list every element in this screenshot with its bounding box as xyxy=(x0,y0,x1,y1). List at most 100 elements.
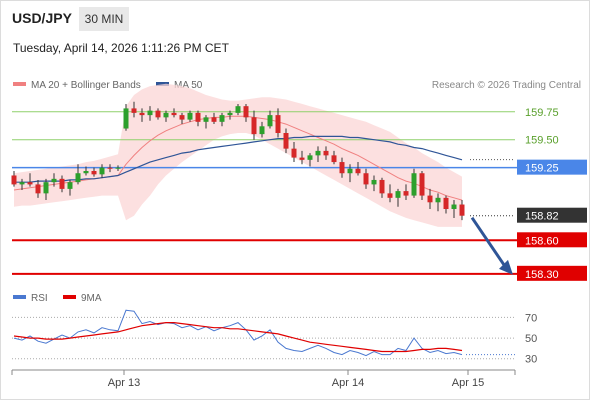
candle-body xyxy=(51,178,57,183)
legend-rsi-label: RSI xyxy=(31,293,48,304)
candle-body xyxy=(275,115,281,133)
candle-body xyxy=(283,133,289,149)
candle-body xyxy=(147,110,153,116)
rsi-tick-label: 30 xyxy=(525,354,537,366)
legend-ma20-label: MA 20 + Bollinger Bands xyxy=(31,80,141,91)
candle-body xyxy=(171,112,177,116)
candle-body xyxy=(395,191,401,198)
candle-body xyxy=(355,168,361,174)
x-tick-label: Apr 13 xyxy=(108,377,140,389)
x-tick-label: Apr 15 xyxy=(452,377,484,389)
candle-body xyxy=(163,112,169,118)
candle-body xyxy=(339,162,345,174)
level-label: 159.50 xyxy=(525,135,559,147)
candle-body xyxy=(267,115,273,127)
candle-body xyxy=(419,173,425,196)
candle-body xyxy=(91,171,97,175)
candle-body xyxy=(179,115,185,120)
candle-body xyxy=(451,204,457,209)
candle-body xyxy=(27,182,33,185)
candle-body xyxy=(307,155,313,160)
candle-body xyxy=(211,117,217,122)
ma20-line xyxy=(13,115,463,201)
timeframe-badge[interactable]: 30 MIN xyxy=(79,7,129,31)
candle-body xyxy=(387,193,393,198)
candle-body xyxy=(363,173,369,185)
candle-body xyxy=(195,112,201,122)
candle-body xyxy=(459,204,465,216)
candle-body xyxy=(315,150,321,156)
candle-body xyxy=(99,167,105,175)
candle-body xyxy=(139,112,145,116)
level-label: 159.25 xyxy=(525,163,559,175)
candle-body xyxy=(219,115,225,122)
legend-ma20-swatch xyxy=(13,82,26,87)
rsi-line xyxy=(13,309,463,357)
legend-ma9-label: 9MA xyxy=(81,293,102,304)
candle-body xyxy=(227,112,233,116)
candle-body xyxy=(75,173,81,183)
candle-body xyxy=(67,182,73,189)
level-159.25: 159.25 xyxy=(12,159,587,175)
candle-body xyxy=(123,108,129,129)
legend-rsi: RSI xyxy=(13,293,48,305)
candle-body xyxy=(403,191,409,196)
level-label: 158.60 xyxy=(525,235,559,247)
candle-body xyxy=(131,108,137,113)
level-label: 159.75 xyxy=(525,107,559,119)
candle-body xyxy=(411,173,417,196)
candle-body xyxy=(435,197,441,203)
projection-arrow-head xyxy=(499,259,513,275)
candle-body xyxy=(323,150,329,156)
candle-body xyxy=(235,106,241,113)
candle-body xyxy=(243,106,249,118)
legend-ma9-swatch xyxy=(63,295,76,300)
legend-ma50-label: MA 50 xyxy=(174,80,203,91)
support-tag xyxy=(517,265,587,281)
candle-body xyxy=(427,195,433,203)
candle-body xyxy=(83,171,89,174)
candle-body xyxy=(443,197,449,209)
level-159.50: 159.50 xyxy=(12,135,559,147)
candle-body xyxy=(259,126,265,135)
x-tick-label: Apr 14 xyxy=(332,377,364,389)
level-label: 158.30 xyxy=(525,269,559,281)
candle-body xyxy=(291,148,297,158)
rsi-tick-label: 70 xyxy=(525,312,537,324)
candle-body xyxy=(107,167,113,169)
candle-body xyxy=(251,117,257,135)
candle-body xyxy=(43,182,49,194)
candle-body xyxy=(299,157,305,160)
candle-body xyxy=(347,168,353,174)
last-price-tag xyxy=(517,207,587,223)
ma50-line xyxy=(14,135,463,183)
rsi-ma9-line xyxy=(13,322,463,353)
legend-ma9: 9MA xyxy=(63,293,102,305)
rsi-tick-label: 50 xyxy=(525,333,537,345)
legend-rsi-swatch xyxy=(13,295,26,300)
candle-body xyxy=(59,178,65,189)
candle-body xyxy=(155,110,161,118)
level-159.75: 159.75 xyxy=(12,107,559,119)
candle-body xyxy=(203,117,209,122)
candle-body xyxy=(19,182,25,185)
level-158.60: 158.60 xyxy=(12,232,587,248)
legend-ma20: MA 20 + Bollinger Bands xyxy=(13,80,141,92)
rsi-panel: 70 50 30 xyxy=(12,309,537,366)
pivot-tag xyxy=(517,159,587,175)
candle-body xyxy=(371,179,377,185)
candles xyxy=(11,101,465,221)
candle-body xyxy=(115,167,121,169)
instrument-title: USD/JPY xyxy=(12,10,72,26)
level-158.30: 158.30 xyxy=(12,265,587,281)
candle-body xyxy=(187,112,193,120)
research-credit: Research © 2026 Trading Central xyxy=(431,80,581,91)
candle-body xyxy=(331,155,337,163)
projection-arrow-shaft xyxy=(470,216,508,269)
chart-timestamp: Tuesday, April 14, 2026 1:11:26 PM CET xyxy=(13,41,229,55)
level-158.82: 158.82 xyxy=(470,207,587,223)
candle-body xyxy=(379,179,385,194)
candle-body xyxy=(11,175,17,185)
support-tag xyxy=(517,232,587,248)
